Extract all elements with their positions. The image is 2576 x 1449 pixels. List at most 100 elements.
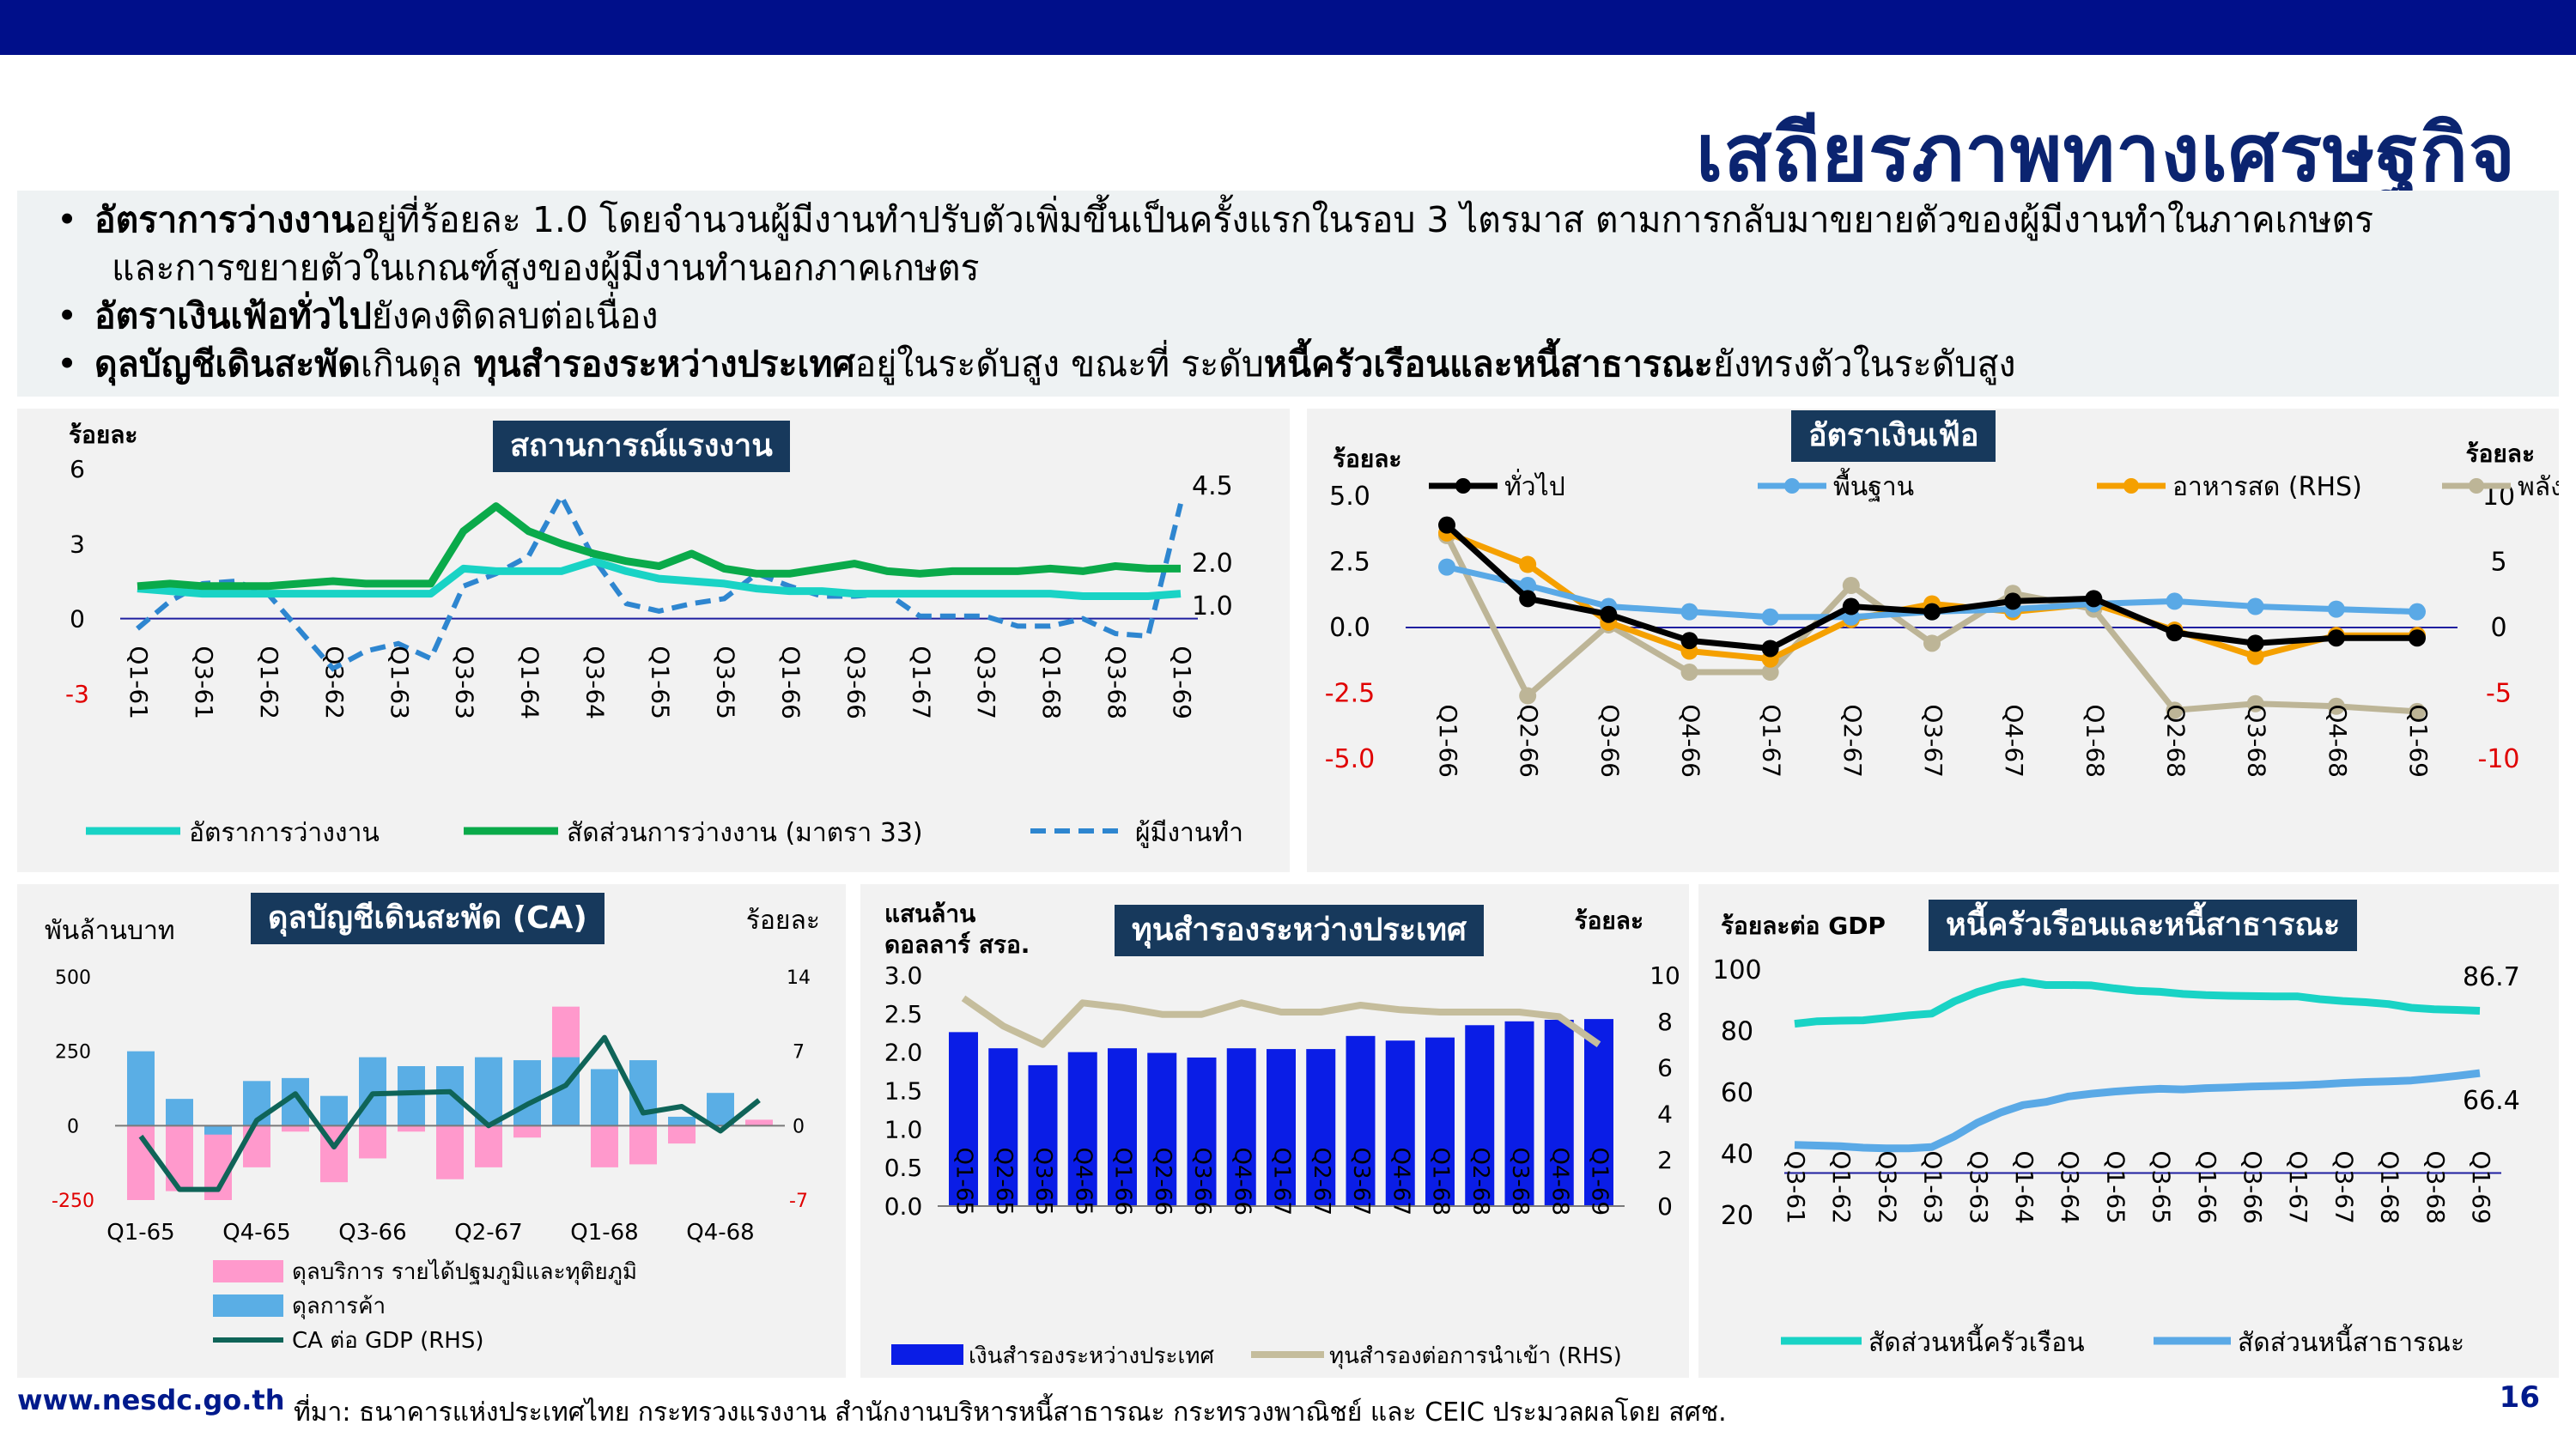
- y-tick-label: -250: [52, 1191, 94, 1212]
- inflation-chart-title: อัตราเงินเฟ้อ: [1791, 410, 1996, 462]
- bullet-unemployment: • อัตราการว่างงานอยู่ที่ร้อยละ 1.0 โดยจำน…: [57, 199, 2374, 240]
- debt-chart-title: หนี้ครัวเรือนและหนี้สาธารณะ: [1929, 900, 2358, 951]
- x-tick-label: Q2-67: [1838, 704, 1867, 778]
- inflation-point: [1761, 664, 1779, 682]
- y2-tick-label: 7: [793, 1042, 805, 1064]
- y-tick-label: 0.5: [884, 1154, 923, 1182]
- x-tick-label: Q3-65: [711, 646, 739, 719]
- reserves-bar: [1147, 1052, 1177, 1206]
- trade-balance-bar: [668, 1116, 696, 1126]
- y2-tick-label: 0: [2490, 613, 2506, 643]
- inflation-panel: อัตราเงินเฟ้อ ร้อยละ ร้อยละ 5.0 2.5 0.0 -2.5 -…: [1307, 409, 2559, 872]
- legend-label: ดุลการค้า: [292, 1294, 386, 1319]
- y-tick-label: 2.5: [884, 1000, 923, 1028]
- y-tick-label: -2.5: [1325, 679, 1376, 709]
- trade-balance-bar: [591, 1069, 618, 1126]
- x-tick-label: Q1-69: [2467, 1150, 2495, 1224]
- y2-axis-label: ร้อยละ: [2466, 440, 2535, 468]
- x-tick-label: Q2-65: [991, 1148, 1017, 1216]
- y-tick-label: 100: [1712, 955, 1761, 985]
- x-tick-label: Q3-68: [1103, 646, 1131, 719]
- inflation-point: [1519, 687, 1537, 705]
- x-tick-label: Q4-66: [1229, 1148, 1255, 1216]
- x-tick-label: Q1-69: [1168, 646, 1196, 719]
- x-tick-label: Q4-65: [222, 1220, 290, 1246]
- inflation-point: [2004, 592, 2022, 610]
- ca-chart-title: ดุลบัญชีเดินสะพัด (CA): [251, 893, 605, 944]
- x-tick-label: Q3-67: [1348, 1148, 1374, 1216]
- reserves-bar: [1028, 1064, 1058, 1206]
- reserves-bar: [1067, 1052, 1097, 1206]
- x-tick-label: Q1-65: [951, 1148, 977, 1216]
- x-tick-label: Q1-68: [570, 1220, 638, 1246]
- reserves-bar: [1425, 1037, 1455, 1206]
- trade-balance-bar: [320, 1095, 348, 1126]
- unemployment-sso-line: [137, 502, 1181, 591]
- trade-balance-bar: [436, 1066, 464, 1126]
- inflation-series-line: [1443, 534, 2418, 715]
- y2-tick-label: 0: [793, 1116, 805, 1137]
- x-tick-label: Q1-68: [2376, 1150, 2404, 1224]
- y-tick-label: 0: [70, 605, 85, 634]
- x-tick-label: Q1-67: [1269, 1148, 1295, 1216]
- y2-tick-label: -7: [789, 1191, 808, 1212]
- x-tick-label: Q4-68: [2324, 704, 2352, 778]
- bullet-text: ยังคงติดลบต่อเนื่อง: [371, 295, 659, 336]
- bullet-external: • ดุลบัญชีเดินสะพัดเกินดุล ทุนสำรองระหว่า…: [57, 343, 2016, 385]
- reserves-bar: [1346, 1035, 1376, 1206]
- inflation-point: [1923, 634, 1941, 652]
- y2-tick-label: 8: [1657, 1008, 1673, 1036]
- y-axis-label: พันล้านบาท: [45, 916, 175, 946]
- y-tick-label: 250: [55, 1042, 91, 1064]
- y-tick-label: 40: [1721, 1140, 1753, 1170]
- x-tick-label: Q3-66: [2239, 1150, 2267, 1224]
- services-income-bar: [398, 1125, 425, 1132]
- x-tick-label: Q3-66: [841, 646, 870, 719]
- legend-label: อาหารสด (RHS): [2172, 472, 2362, 502]
- y-tick-label: 2.0: [884, 1039, 923, 1067]
- x-tick-label: Q1-65: [2101, 1150, 2129, 1224]
- x-tick-label: Q1-67: [907, 646, 935, 719]
- legend-label: CA ต่อ GDP (RHS): [292, 1328, 484, 1354]
- y2-tick-label: -10: [2478, 744, 2520, 774]
- bullet-inflation: • อัตราเงินเฟ้อทั่วไปยังคงติดลบต่อเนื่อง: [57, 295, 659, 336]
- bullet-text: เกินดุล: [360, 343, 474, 385]
- y2-axis-label: ร้อยละ: [746, 906, 820, 936]
- legend-swatch: [891, 1344, 963, 1365]
- x-tick-label: Q3-66: [338, 1220, 406, 1246]
- legend-marker: [2123, 478, 2139, 494]
- x-tick-label: Q1-69: [2404, 704, 2433, 778]
- bullet-text: ยังทรงตัวในระดับสูง: [1712, 343, 2016, 385]
- trade-balance-bar: [166, 1099, 193, 1126]
- x-tick-label: Q1-68: [1428, 1148, 1454, 1216]
- employment-line: [136, 490, 1183, 672]
- bullet-unemployment-cont: และการขยายตัวในเกณฑ์สูงของผู้มีงานทำนอกภ…: [43, 244, 2559, 292]
- y2-axis-label: ร้อยละ: [1575, 906, 1643, 935]
- legend-label: อัตราการว่างงาน: [189, 818, 380, 848]
- website-link[interactable]: www.nesdc.go.th: [17, 1384, 285, 1416]
- x-tick-label: Q3-62: [320, 646, 349, 719]
- services-income-bar: [629, 1125, 657, 1165]
- current-account-panel: ดุลบัญชีเดินสะพัด (CA) พันล้านบาท ร้อยละ 5…: [17, 884, 846, 1378]
- services-income-bar: [166, 1125, 193, 1191]
- x-tick-label: Q3-64: [581, 646, 610, 719]
- x-tick-label: Q1-68: [2081, 704, 2109, 778]
- y-tick-label: 6: [70, 455, 85, 483]
- y-tick-label: -3: [65, 680, 89, 708]
- x-tick-label: Q2-68: [2162, 704, 2190, 778]
- x-tick-label: Q3-67: [2330, 1150, 2358, 1224]
- x-tick-label: Q3-63: [451, 646, 479, 719]
- y-axis-label: ร้อยละ: [1333, 445, 1401, 473]
- inflation-point: [1600, 605, 1618, 623]
- x-tick-label: Q1-67: [2284, 1150, 2312, 1224]
- inflation-point: [2327, 600, 2345, 618]
- page-title: เสถียรภาพทางเศรษฐกิจ: [1695, 107, 2516, 199]
- y-tick-label: 3: [70, 530, 85, 558]
- x-tick-label: Q3-65: [1030, 1148, 1056, 1216]
- legend-swatch: [213, 1294, 283, 1317]
- inflation-point: [1438, 516, 1455, 534]
- legend-label: ทั่วไป: [1504, 469, 1565, 502]
- labour-chart: ร้อยละ 6 3 0 -3 4.5 2.0 1.0 Q1-61 Q3-61 Q1-62 Q3-62…: [65, 421, 1243, 848]
- inflation-point: [1680, 664, 1698, 682]
- legend-label: ผู้มีงานทำ: [1135, 818, 1243, 848]
